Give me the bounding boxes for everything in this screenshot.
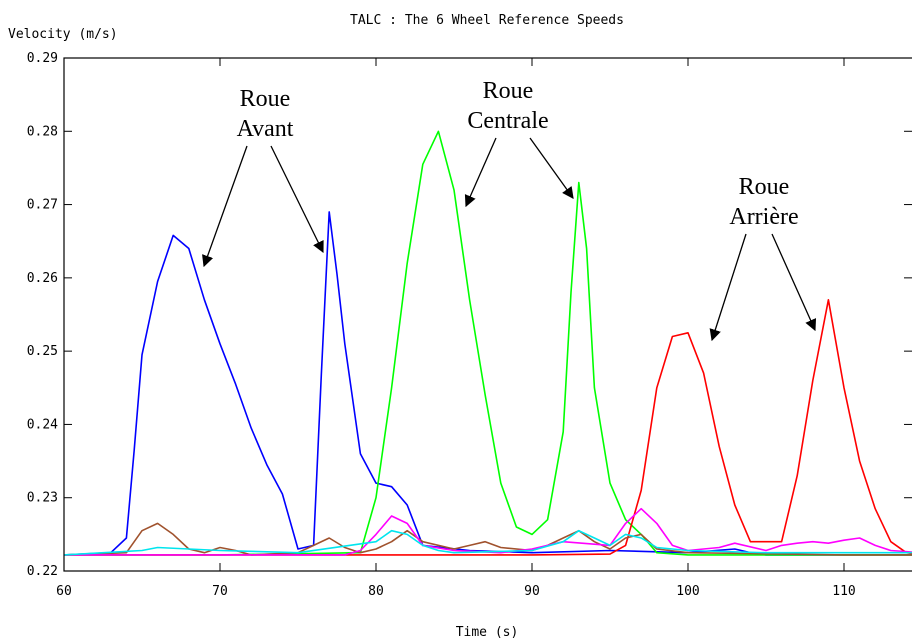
annotation-roue-avant-line1: Roue (240, 86, 291, 112)
annotation-roue-avant-line2: Avant (237, 116, 294, 142)
arrow-centrale-left (464, 137, 497, 208)
y-tick-label: 0.29 (27, 51, 58, 66)
y-tick-label: 0.22 (27, 564, 58, 579)
x-axis-label: Time (s) (456, 625, 519, 640)
series-line-2 (64, 298, 912, 556)
annotation-roue-arriere-line1: Roue (739, 174, 790, 200)
y-axis-label: Velocity (m/s) (8, 27, 118, 42)
arrow-avant-right (270, 145, 324, 254)
y-tick-label: 0.25 (27, 344, 58, 359)
y-tick-label: 0.23 (27, 491, 58, 506)
annotation-roue-arriere-line2: Arrière (729, 204, 798, 230)
y-tick-label: 0.26 (27, 271, 58, 286)
annotation-arrows (202, 137, 817, 342)
y-tick-label: 0.28 (27, 124, 58, 139)
arrow-centrale-right (529, 137, 574, 199)
plot-frame (63, 57, 912, 572)
y-axis-ticks: 0.22 0.23 0.24 0.25 0.26 0.27 0.28 0.29 (27, 51, 912, 579)
x-tick-label: 100 (676, 584, 699, 599)
y-tick-label: 0.27 (27, 198, 58, 213)
series-group (64, 130, 912, 556)
arrow-arriere-left (709, 233, 747, 342)
series-line-4 (64, 507, 912, 556)
x-tick-label: 80 (368, 584, 384, 599)
y-tick-label: 0.24 (27, 417, 58, 432)
series-line-1 (64, 130, 912, 556)
x-tick-label: 90 (524, 584, 540, 599)
chart-title: TALC : The 6 Wheel Reference Speeds (350, 13, 624, 28)
x-tick-label: 70 (212, 584, 228, 599)
x-tick-label: 110 (832, 584, 855, 599)
arrow-avant-left (202, 145, 248, 268)
series-line-3 (64, 522, 912, 556)
annotation-roue-centrale-line1: Roue (483, 78, 534, 104)
series-line-5 (64, 529, 912, 556)
annotation-roue-centrale-line2: Centrale (467, 108, 548, 134)
x-tick-label: 60 (56, 584, 72, 599)
x-axis-ticks: 60 70 80 90 100 110 (56, 58, 856, 599)
arrow-arriere-right (771, 233, 817, 332)
series-line-0 (64, 211, 912, 556)
